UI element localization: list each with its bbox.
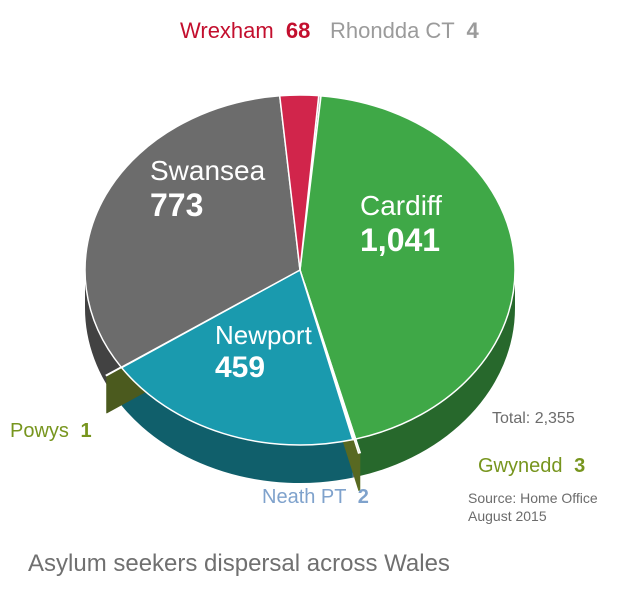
source-line1: Source: Home Office: [468, 490, 598, 508]
label-gwynedd-value: 3: [574, 455, 585, 477]
label-wrexham: Wrexham 68: [180, 18, 310, 44]
label-powys-value: 1: [80, 420, 91, 442]
total-text: Total: 2,355: [492, 410, 575, 428]
label-neath: Neath PT 2: [262, 486, 369, 509]
chart-caption: Asylum seekers dispersal across Wales: [28, 550, 450, 578]
chart-stage: Wrexham 68 Rhondda CT 4 Cardiff 1,041 Sw…: [0, 0, 624, 595]
label-swansea-value: 773: [150, 187, 265, 224]
label-swansea: Swansea 773: [150, 155, 265, 224]
label-neath-value: 2: [358, 486, 369, 508]
label-newport-name: Newport: [215, 320, 312, 351]
label-swansea-name: Swansea: [150, 155, 265, 187]
label-newport-value: 459: [215, 351, 312, 385]
label-cardiff-value: 1,041: [360, 222, 442, 259]
label-wrexham-name: Wrexham: [180, 18, 274, 43]
label-powys-name: Powys: [10, 420, 69, 442]
label-gwynedd: Gwynedd 3: [478, 455, 585, 478]
label-rhondda: Rhondda CT 4: [330, 18, 479, 44]
label-wrexham-value: 68: [286, 18, 310, 43]
label-rhondda-name: Rhondda CT: [330, 18, 454, 43]
source-line2: August 2015: [468, 508, 598, 526]
label-gwynedd-name: Gwynedd: [478, 455, 563, 477]
label-newport: Newport 459: [215, 320, 312, 385]
label-cardiff-name: Cardiff: [360, 190, 442, 222]
label-powys: Powys 1: [10, 420, 92, 443]
label-cardiff: Cardiff 1,041: [360, 190, 442, 259]
label-neath-name: Neath PT: [262, 486, 346, 508]
label-rhondda-value: 4: [466, 18, 478, 43]
source-text: Source: Home Office August 2015: [468, 490, 598, 525]
